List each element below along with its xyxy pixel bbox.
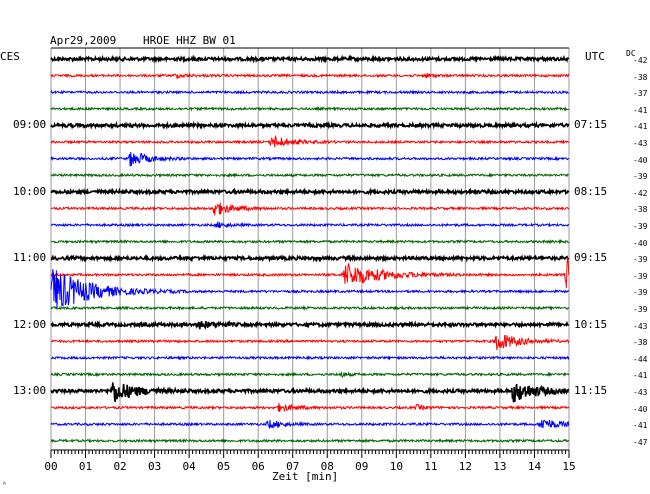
- dc-value-label: -39: [633, 255, 648, 265]
- trace-row-17: [50, 319, 569, 330]
- trace-row-22: [50, 403, 570, 413]
- x-tick-label: 03: [148, 460, 161, 473]
- x-tick-label: 15: [562, 460, 575, 473]
- trace-row-7: [50, 151, 569, 167]
- seismic-traces: [50, 54, 570, 444]
- left-time-label: 11:00: [13, 251, 47, 265]
- x-axis-label: Zeit [min]: [272, 470, 339, 483]
- trace-row-2: [50, 72, 570, 80]
- trace-row-19: [50, 355, 570, 361]
- dc-value-label: -41: [633, 105, 648, 115]
- header-station: HROE HHZ BW 01: [143, 34, 236, 47]
- trace-row-14: [50, 257, 570, 288]
- dc-value-label: -39: [633, 305, 648, 314]
- x-tick-label: 01: [79, 460, 92, 473]
- trace-row-15: [50, 269, 570, 310]
- x-tick-label: 02: [113, 460, 126, 473]
- x-tick-label: 09: [355, 460, 368, 473]
- x-tick-label: 04: [183, 460, 197, 473]
- dc-value-label: -43: [633, 321, 648, 331]
- x-tick-label: 07: [286, 460, 299, 473]
- x-axis: 00 01 02 03 04 05 06 07 08 09 10 11 12 13 14 15: [44, 450, 576, 473]
- x-tick-label: 11: [424, 460, 437, 473]
- trace-row-4: [50, 105, 570, 112]
- trace-row-6: [50, 134, 570, 148]
- dc-value-label: -38: [633, 72, 648, 82]
- trace-row-13: [50, 253, 570, 263]
- right-time-label: 08:15: [574, 184, 608, 198]
- dc-value-label: -40: [633, 155, 648, 165]
- trace-row-23: [50, 419, 570, 429]
- left-time-label: 10:00: [13, 184, 47, 198]
- header-date: Apr29,2009: [50, 34, 117, 47]
- left-time-label: 13:00: [13, 384, 47, 397]
- x-tick-label: 14: [528, 460, 542, 473]
- dc-value-label: -41: [633, 122, 648, 132]
- trace-row-9: [50, 187, 570, 197]
- left-timezone-label: CES: [0, 50, 20, 63]
- x-tick-label: 13: [493, 460, 506, 473]
- trace-row-5: [50, 120, 570, 130]
- dc-value-label: -44: [633, 354, 648, 364]
- dc-value-label: -41: [633, 421, 648, 431]
- trace-row-18: [51, 334, 570, 351]
- dc-header-label: DC: [626, 49, 636, 58]
- x-tick-label: 10: [390, 460, 403, 473]
- dc-value-label: -39: [633, 222, 648, 231]
- trace-row-11: [50, 221, 569, 229]
- corner-mark: ᴬ: [2, 480, 7, 489]
- trace-row-8: [50, 172, 569, 178]
- trace-row-10: [50, 202, 570, 216]
- trace-row-3: [50, 89, 569, 96]
- x-tick-label: 06: [252, 460, 265, 473]
- dc-value-label: -43: [633, 388, 648, 397]
- dc-value-label: -43: [633, 139, 648, 148]
- dc-value-label: -37: [633, 89, 648, 99]
- dc-value-label: -42: [633, 188, 648, 198]
- right-timezone-label: UTC: [585, 50, 605, 63]
- trace-row-16: [50, 305, 570, 311]
- right-time-label: 09:15: [574, 251, 608, 265]
- dc-value-label: -41: [633, 371, 648, 381]
- dc-value-label: -39: [633, 271, 648, 281]
- dc-value-label: -38: [633, 338, 648, 348]
- left-time-label: 12:00: [13, 317, 47, 331]
- trace-row-20: [50, 370, 570, 379]
- right-time-label: 11:15: [574, 384, 608, 397]
- dc-value-label: -40: [633, 238, 648, 248]
- trace-row-12: [50, 238, 570, 245]
- trace-row-24: [50, 437, 570, 444]
- trace-row-1: [50, 54, 570, 64]
- dc-value-label: -42: [633, 56, 648, 65]
- dc-value-label: -40: [633, 404, 648, 414]
- x-tick-label: 12: [459, 460, 472, 473]
- right-time-label: 10:15: [574, 317, 608, 331]
- trace-row-21: [50, 382, 570, 403]
- x-tick-label: 08: [321, 460, 334, 473]
- dc-value-label: -47: [633, 437, 648, 447]
- left-time-label: 09:00: [13, 118, 47, 132]
- right-time-label: 07:15: [574, 118, 608, 132]
- x-tick-label: 05: [217, 460, 230, 473]
- dc-value-label: -39: [633, 288, 648, 298]
- x-tick-label: 00: [44, 460, 57, 473]
- dc-value-label: -38: [633, 205, 648, 215]
- dc-value-label: -39: [633, 172, 648, 182]
